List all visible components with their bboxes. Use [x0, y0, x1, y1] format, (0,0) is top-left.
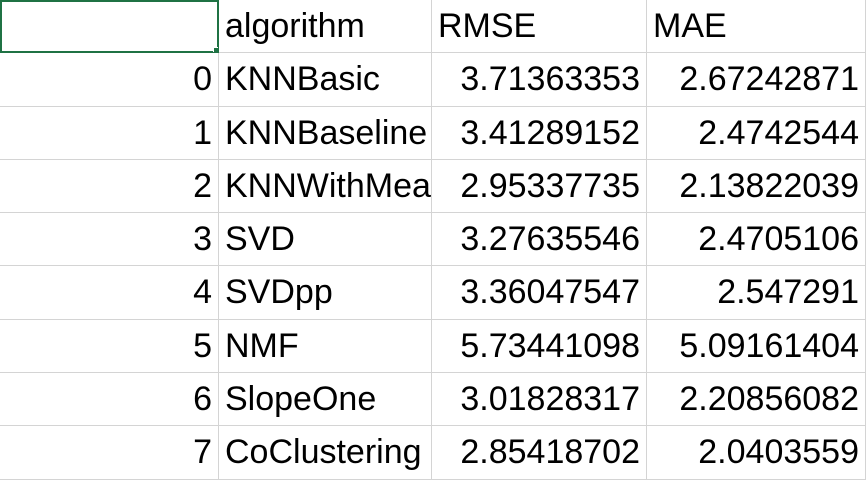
cell-rmse[interactable]: 5.73441098 [432, 319, 647, 374]
cell-rmse[interactable]: 3.71363353 [432, 53, 647, 107]
cell-index[interactable]: 0 [0, 53, 219, 107]
cell-index[interactable]: 4 [0, 266, 219, 320]
cell-mae[interactable]: 2.20856082 [647, 373, 866, 427]
cell-index[interactable]: 6 [0, 373, 219, 427]
cell-rmse[interactable]: 2.85418702 [432, 426, 647, 480]
cell-mae[interactable]: 2.547291 [647, 266, 866, 320]
cell-header-mae[interactable]: MAE [647, 0, 866, 54]
cell-header-index[interactable] [0, 0, 219, 54]
cell-index[interactable]: 5 [0, 319, 219, 374]
cell-algorithm[interactable]: SVDpp [219, 266, 432, 320]
cell-mae[interactable]: 5.09161404 [647, 319, 866, 374]
cell-rmse[interactable]: 2.95337735 [432, 159, 647, 214]
cell-header-rmse[interactable]: RMSE [432, 0, 647, 54]
cell-index[interactable]: 1 [0, 106, 219, 160]
cell-algorithm[interactable]: SVD [219, 213, 432, 267]
cell-algorithm[interactable]: KNNWithMeans [219, 159, 432, 214]
cell-mae[interactable]: 2.67242871 [647, 53, 866, 107]
cell-algorithm[interactable]: KNNBaseline [219, 106, 432, 160]
cell-mae[interactable]: 2.0403559 [647, 426, 866, 480]
cell-index[interactable]: 7 [0, 426, 219, 480]
cell-index[interactable]: 3 [0, 213, 219, 267]
cell-mae[interactable]: 2.13822039 [647, 159, 866, 214]
cell-header-algorithm[interactable]: algorithm [219, 0, 432, 54]
cell-rmse[interactable]: 3.41289152 [432, 106, 647, 160]
cell-index[interactable]: 2 [0, 159, 219, 214]
cell-algorithm[interactable]: CoClustering [219, 426, 432, 480]
cell-rmse[interactable]: 3.01828317 [432, 373, 647, 427]
cell-rmse[interactable]: 3.27635546 [432, 213, 647, 267]
cell-rmse[interactable]: 3.36047547 [432, 266, 647, 320]
cell-mae[interactable]: 2.4742544 [647, 106, 866, 160]
cell-algorithm[interactable]: SlopeOne [219, 373, 432, 427]
cell-algorithm[interactable]: KNNBasic [219, 53, 432, 107]
cell-algorithm[interactable]: NMF [219, 319, 432, 374]
cell-mae[interactable]: 2.4705106 [647, 213, 866, 267]
